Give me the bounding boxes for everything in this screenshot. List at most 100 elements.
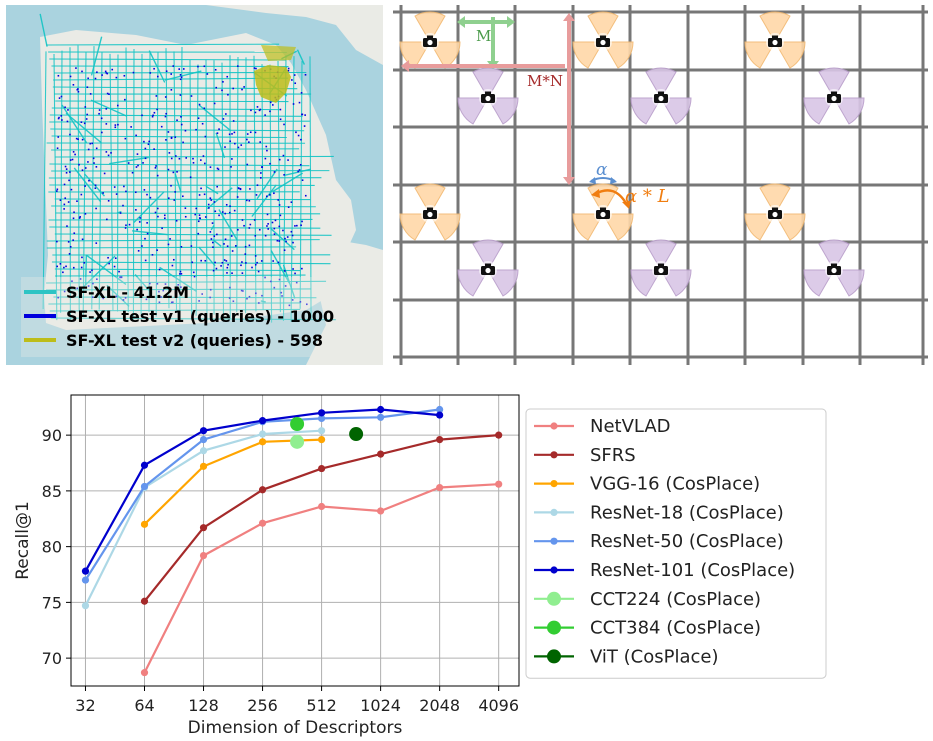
query-point bbox=[170, 73, 173, 75]
data-point bbox=[258, 417, 267, 425]
chart-legend bbox=[525, 408, 827, 679]
camera-fov-wedge bbox=[472, 67, 504, 100]
camera-group bbox=[399, 11, 461, 69]
query-point bbox=[197, 232, 200, 235]
query-point bbox=[197, 220, 200, 223]
data-point bbox=[258, 430, 267, 438]
query-point bbox=[224, 238, 227, 241]
query-point bbox=[64, 106, 66, 109]
query-point bbox=[243, 86, 245, 88]
legend-entry: CCT384 (CosPlace) bbox=[534, 618, 761, 639]
data-point bbox=[377, 507, 385, 515]
query-point bbox=[237, 146, 240, 149]
query-point bbox=[198, 103, 201, 106]
query-point bbox=[113, 186, 116, 188]
query-point bbox=[231, 272, 233, 274]
x-tick-labels: 32 64 128 256 512 1024 2048 4096 bbox=[75, 686, 519, 715]
camera-fov-wedge bbox=[774, 213, 806, 241]
query-point bbox=[198, 214, 201, 216]
series-cct224-cosplace bbox=[290, 434, 305, 449]
query-point bbox=[273, 171, 276, 173]
query-point bbox=[237, 65, 239, 67]
query-point bbox=[107, 199, 110, 202]
query-point bbox=[255, 67, 257, 70]
query-point bbox=[200, 159, 202, 161]
query-point bbox=[261, 166, 264, 168]
grid-lines bbox=[393, 5, 928, 365]
query-point bbox=[240, 289, 243, 292]
query-point bbox=[142, 162, 144, 164]
query-point bbox=[259, 177, 262, 179]
query-point bbox=[301, 267, 303, 270]
query-point bbox=[149, 72, 152, 74]
query-point bbox=[198, 194, 201, 196]
query-point bbox=[156, 174, 159, 177]
query-point bbox=[214, 68, 217, 71]
query-point bbox=[156, 207, 159, 210]
query-point bbox=[137, 164, 139, 167]
query-point bbox=[69, 171, 71, 173]
m-arrow: M bbox=[457, 16, 515, 69]
road-segment bbox=[165, 48, 170, 309]
query-point bbox=[209, 166, 212, 168]
query-point bbox=[72, 239, 74, 241]
query-point bbox=[63, 266, 65, 269]
query-point bbox=[78, 163, 80, 166]
y-tick-label: 90 bbox=[42, 426, 62, 445]
series-netvlad bbox=[140, 480, 503, 677]
query-point bbox=[101, 131, 103, 134]
query-point bbox=[123, 185, 125, 188]
query-point bbox=[134, 191, 137, 194]
query-point bbox=[248, 295, 251, 298]
legend-marker bbox=[547, 591, 561, 606]
camera-icon bbox=[423, 207, 437, 219]
legend-label: ResNet-18 (CosPlace) bbox=[590, 502, 784, 523]
query-point bbox=[301, 113, 304, 116]
query-point bbox=[91, 142, 93, 145]
query-point bbox=[105, 123, 108, 125]
legend-entry: NetVLAD bbox=[534, 416, 671, 437]
query-point bbox=[103, 172, 106, 175]
query-point bbox=[216, 185, 218, 188]
query-point bbox=[216, 233, 218, 236]
query-point bbox=[246, 163, 249, 166]
query-point bbox=[246, 133, 249, 135]
plot-frame bbox=[70, 394, 520, 687]
query-point bbox=[77, 138, 79, 141]
query-point bbox=[278, 204, 281, 206]
query-point bbox=[256, 261, 258, 264]
query-point bbox=[114, 257, 117, 260]
query-point bbox=[165, 112, 167, 115]
query-point bbox=[245, 262, 247, 264]
query-point bbox=[83, 262, 86, 264]
query-point bbox=[61, 119, 63, 121]
query-point bbox=[58, 116, 60, 119]
camera-icon bbox=[596, 207, 610, 219]
camera-fov-wedge bbox=[818, 239, 850, 272]
query-point bbox=[122, 299, 125, 301]
query-point bbox=[271, 221, 274, 224]
road-segment bbox=[53, 53, 58, 321]
query-point bbox=[297, 170, 299, 173]
query-point bbox=[143, 140, 145, 143]
recall-chart-panel: 32 64 128 256 512 1024 2048 4096 70 75 80 85 90 Dim… bbox=[0, 385, 933, 741]
query-point bbox=[69, 246, 72, 248]
x-tick-label: 256 bbox=[247, 696, 278, 715]
road-segment bbox=[159, 266, 197, 292]
query-point bbox=[155, 165, 157, 167]
query-point bbox=[269, 162, 271, 165]
query-point bbox=[158, 268, 161, 271]
query-point bbox=[123, 74, 126, 77]
query-point bbox=[178, 157, 181, 160]
data-point bbox=[317, 414, 326, 423]
road-segment bbox=[90, 99, 128, 117]
query-point bbox=[174, 136, 177, 138]
query-point bbox=[107, 154, 110, 157]
query-point bbox=[279, 108, 282, 111]
y-tick-label: 85 bbox=[42, 482, 62, 501]
camera-icon bbox=[827, 263, 841, 275]
data-point bbox=[258, 486, 267, 494]
query-point bbox=[240, 264, 242, 267]
road-segment bbox=[299, 61, 303, 309]
query-point bbox=[265, 195, 268, 198]
